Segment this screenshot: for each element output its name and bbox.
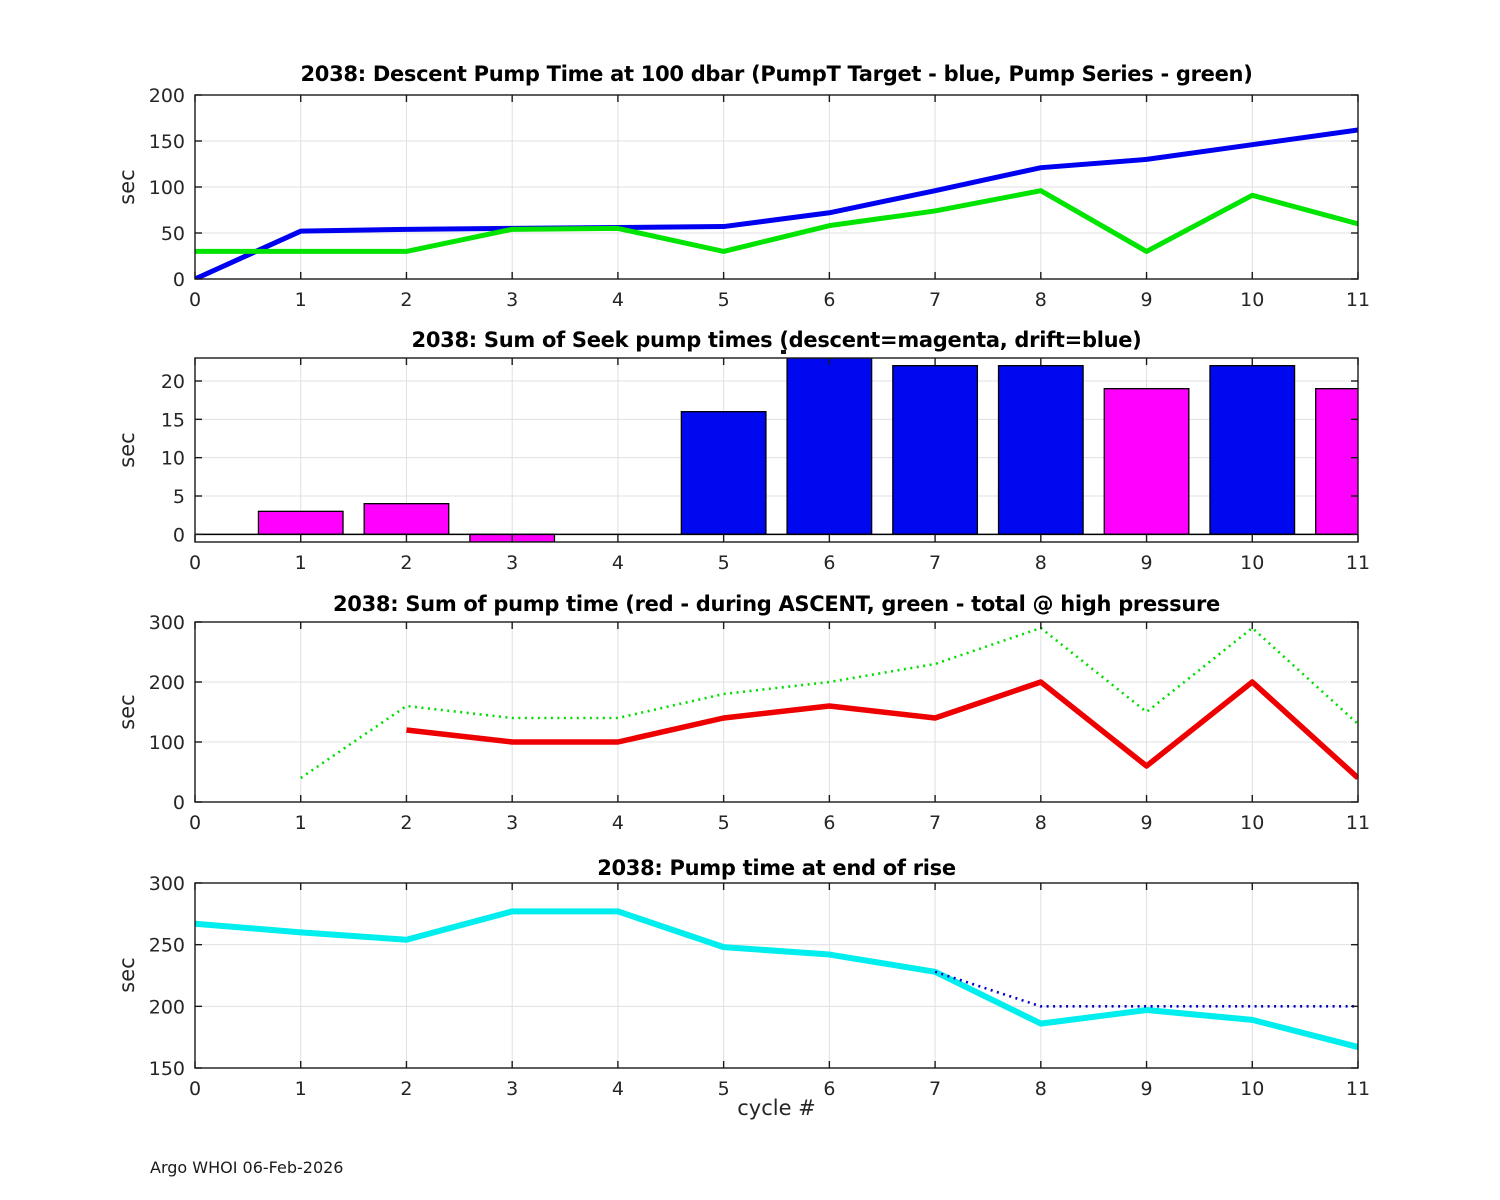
series-pumpt-target — [195, 127, 1358, 279]
stray-marker-dot — [781, 350, 786, 354]
y-tick-label: 20 — [161, 371, 185, 393]
x-tick-label: 4 — [612, 1078, 624, 1100]
subplot-1-title: 2038: Descent Pump Time at 100 dbar (Pum… — [300, 62, 1253, 86]
x-tick-label: 6 — [823, 1078, 835, 1100]
y-tick-label: 100 — [149, 732, 185, 754]
bar-descent-cycle-11 — [1315, 388, 1358, 535]
x-tick-label: 4 — [612, 812, 624, 834]
y-tick-label: 200 — [149, 672, 185, 694]
y-tick-label: 50 — [161, 223, 185, 245]
x-tick-label: 6 — [823, 289, 835, 311]
x-tick-label: 4 — [612, 552, 624, 574]
subplot-2: 0 1 2 3 4 5 6 7 8 9 10 11 0 5 10 15 20 — [161, 357, 1370, 574]
x-tick-label: 10 — [1240, 1078, 1264, 1100]
bar-drift-cycle-8 — [997, 365, 1084, 535]
x-tick-label: 5 — [718, 1078, 730, 1100]
y-tick-label: 0 — [173, 269, 185, 291]
y-tick-label: 200 — [149, 85, 185, 107]
x-tick-label: 5 — [718, 289, 730, 311]
y-tick-label: 300 — [149, 873, 185, 895]
y-tick-label: 10 — [161, 448, 185, 470]
series-target-after-cycle-7 — [934, 970, 1358, 1008]
bar-descent-cycle-9 — [1103, 388, 1190, 535]
x-tick-label: 9 — [1140, 552, 1152, 574]
subplot-2-ylabel: sec — [115, 432, 139, 468]
x-tick-label: 0 — [189, 1078, 201, 1100]
y-tick-label: 300 — [149, 612, 185, 634]
subplot-3-title: 2038: Sum of pump time (red - during ASC… — [333, 592, 1220, 616]
x-tick-label: 1 — [295, 1078, 307, 1100]
y-tick-label: 15 — [161, 409, 185, 431]
x-tick-label: 8 — [1035, 812, 1047, 834]
y-tick-label: 250 — [149, 935, 185, 957]
bar-drift-cycle-5 — [680, 411, 767, 535]
x-tick-label: 3 — [506, 289, 518, 311]
x-tick-label: 9 — [1140, 1078, 1152, 1100]
x-tick-label: 5 — [718, 552, 730, 574]
x-tick-label: 2 — [400, 289, 412, 311]
subplot-3: 0 1 2 3 4 5 6 7 8 9 10 11 0 100 200 300 — [149, 612, 1370, 834]
x-tick-label: 11 — [1346, 552, 1370, 574]
x-tick-label: 11 — [1346, 1078, 1370, 1100]
x-tick-label: 6 — [823, 552, 835, 574]
x-tick-label: 3 — [506, 552, 518, 574]
subplot-1: 0 1 2 3 4 5 6 7 8 9 10 11 0 50 100 150 200 — [149, 85, 1370, 311]
x-tick-label: 9 — [1140, 812, 1152, 834]
bar-drift-cycle-7 — [892, 365, 979, 535]
x-tick-label: 10 — [1240, 289, 1264, 311]
x-tick-label: 8 — [1035, 289, 1047, 311]
x-tick-label: 7 — [929, 812, 941, 834]
bar-drift-cycle-10 — [1209, 365, 1296, 535]
x-tick-label: 8 — [1035, 552, 1047, 574]
x-tick-label: 4 — [612, 289, 624, 311]
series-pump-series — [195, 188, 1358, 254]
x-tick-label: 7 — [929, 289, 941, 311]
x-tick-label: 11 — [1346, 289, 1370, 311]
subplot-2-title: 2038: Sum of Seek pump times (descent=ma… — [411, 328, 1142, 352]
y-tick-label: 0 — [173, 524, 185, 546]
x-tick-label: 0 — [189, 812, 201, 834]
bar-descent-cycle-1 — [257, 510, 344, 535]
x-tick-label: 11 — [1346, 812, 1370, 834]
x-tick-label: 6 — [823, 812, 835, 834]
x-tick-label: 5 — [718, 812, 730, 834]
x-tick-label: 2 — [400, 812, 412, 834]
subplot-4-ylabel: sec — [115, 957, 139, 993]
subplot-4-title: 2038: Pump time at end of rise — [597, 856, 956, 880]
series-pump-time-at-end-of-rise — [195, 908, 1358, 1050]
x-tick-label: 7 — [929, 1078, 941, 1100]
bar-drift-cycle-6 — [786, 358, 873, 535]
subplot-4: 0 1 2 3 4 5 6 7 8 9 10 11 150 200 250 300 — [149, 873, 1370, 1100]
subplot-3-ylabel: sec — [115, 694, 139, 730]
y-tick-label: 150 — [149, 131, 185, 153]
y-tick-label: 150 — [149, 1058, 185, 1080]
x-tick-label: 2 — [400, 1078, 412, 1100]
x-axis-label: cycle # — [737, 1096, 816, 1120]
y-tick-label: 200 — [149, 996, 185, 1018]
footer-text: Argo WHOI 06-Feb-2026 — [150, 1158, 344, 1177]
series-during-ascent — [406, 679, 1358, 781]
x-tick-label: 3 — [506, 1078, 518, 1100]
x-tick-label: 3 — [506, 812, 518, 834]
subplot-1-ylabel: sec — [115, 169, 139, 205]
x-tick-label: 10 — [1240, 552, 1264, 574]
x-tick-label: 1 — [295, 812, 307, 834]
x-tick-label: 8 — [1035, 1078, 1047, 1100]
x-tick-label: 10 — [1240, 812, 1264, 834]
y-tick-label: 0 — [173, 792, 185, 814]
bar-descent-cycle-2 — [363, 503, 450, 535]
x-tick-label: 7 — [929, 552, 941, 574]
x-tick-label: 1 — [295, 552, 307, 574]
x-tick-label: 0 — [189, 552, 201, 574]
y-tick-label: 100 — [149, 177, 185, 199]
y-tick-label: 5 — [173, 486, 185, 508]
x-tick-label: 2 — [400, 552, 412, 574]
x-tick-label: 1 — [295, 289, 307, 311]
x-tick-label: 9 — [1140, 289, 1152, 311]
x-tick-label: 0 — [189, 289, 201, 311]
